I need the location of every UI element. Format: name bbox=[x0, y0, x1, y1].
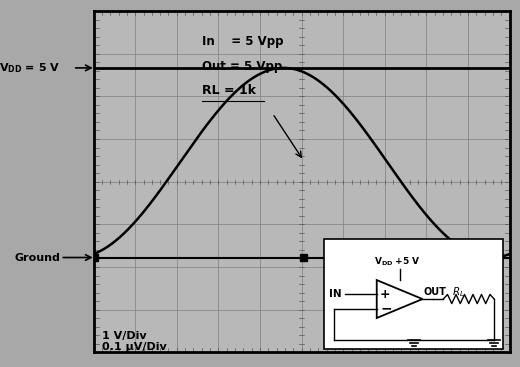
Text: Ground: Ground bbox=[15, 252, 60, 262]
Text: 1 V/Div: 1 V/Div bbox=[102, 331, 147, 341]
Text: IN: IN bbox=[330, 290, 342, 299]
Text: +: + bbox=[380, 288, 391, 301]
Bar bbox=[90, 254, 98, 261]
Text: RL = 1k: RL = 1k bbox=[202, 84, 256, 98]
FancyBboxPatch shape bbox=[324, 239, 503, 349]
Text: OUT: OUT bbox=[423, 287, 446, 297]
Text: $R_L$: $R_L$ bbox=[451, 285, 464, 299]
Text: In    = 5 Vpp: In = 5 Vpp bbox=[202, 35, 283, 48]
Text: 0.1 μV/Div: 0.1 μV/Div bbox=[102, 342, 167, 352]
Text: −: − bbox=[380, 302, 392, 316]
Text: Out = 5 Vpp: Out = 5 Vpp bbox=[202, 60, 282, 73]
Text: $\mathbf{V_{DD}}$ = 5 V: $\mathbf{V_{DD}}$ = 5 V bbox=[0, 61, 60, 75]
Text: $\mathbf{V_{DD}}$ +5 V: $\mathbf{V_{DD}}$ +5 V bbox=[374, 255, 421, 268]
Bar bbox=[300, 254, 307, 261]
